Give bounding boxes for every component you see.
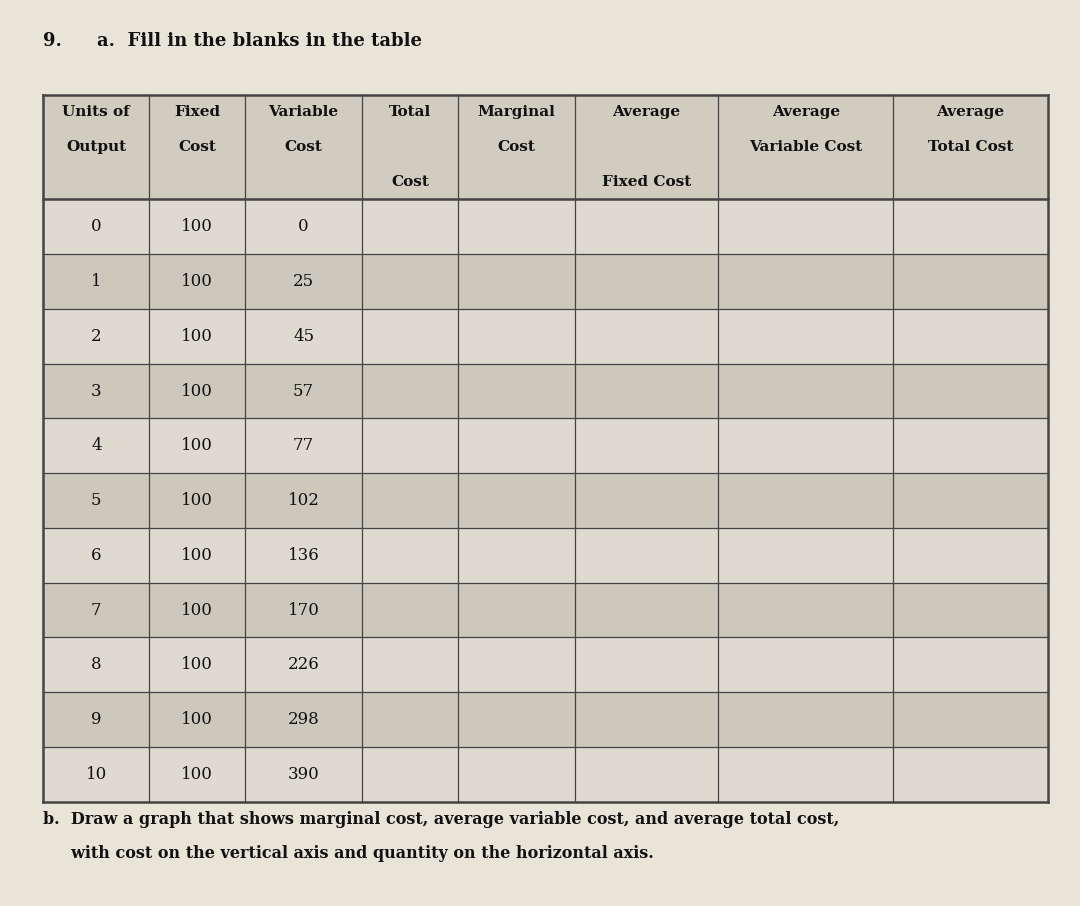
Text: Average: Average xyxy=(772,105,840,120)
Text: 77: 77 xyxy=(293,438,314,454)
Bar xyxy=(43,528,1048,583)
Text: 0: 0 xyxy=(298,218,309,236)
Text: 226: 226 xyxy=(287,656,320,673)
Text: 100: 100 xyxy=(181,218,213,236)
Bar xyxy=(43,473,1048,528)
Text: 390: 390 xyxy=(287,766,320,783)
Text: b.  Draw a graph that shows marginal cost, average variable cost, and average to: b. Draw a graph that shows marginal cost… xyxy=(43,811,839,828)
Text: 5: 5 xyxy=(91,492,102,509)
Text: 9: 9 xyxy=(91,711,102,728)
Text: 136: 136 xyxy=(287,547,320,564)
Bar xyxy=(43,419,1048,473)
Text: 8: 8 xyxy=(91,656,102,673)
Text: Total: Total xyxy=(389,105,431,120)
Text: 100: 100 xyxy=(181,382,213,400)
Text: Variable Cost: Variable Cost xyxy=(750,140,863,154)
Bar xyxy=(43,583,1048,638)
Bar xyxy=(43,309,1048,363)
Bar xyxy=(43,199,1048,254)
Text: Cost: Cost xyxy=(285,140,323,154)
Bar xyxy=(43,95,1048,199)
Bar xyxy=(43,363,1048,419)
Text: with cost on the vertical axis and quantity on the horizontal axis.: with cost on the vertical axis and quant… xyxy=(43,845,654,863)
Text: Average: Average xyxy=(936,105,1004,120)
Bar xyxy=(43,254,1048,309)
Text: Total Cost: Total Cost xyxy=(928,140,1013,154)
Text: 9.: 9. xyxy=(43,32,62,50)
Text: Variable: Variable xyxy=(269,105,339,120)
Text: 100: 100 xyxy=(181,438,213,454)
Text: 3: 3 xyxy=(91,382,102,400)
Text: 100: 100 xyxy=(181,656,213,673)
Text: Output: Output xyxy=(66,140,126,154)
Text: 45: 45 xyxy=(293,328,314,345)
Text: 6: 6 xyxy=(91,547,102,564)
Text: Cost: Cost xyxy=(497,140,535,154)
Text: 1: 1 xyxy=(91,273,102,290)
Text: Cost: Cost xyxy=(391,175,429,189)
Text: 0: 0 xyxy=(91,218,102,236)
Text: 7: 7 xyxy=(91,602,102,619)
Text: 100: 100 xyxy=(181,766,213,783)
Text: Units of: Units of xyxy=(63,105,131,120)
Text: a.  Fill in the blanks in the table: a. Fill in the blanks in the table xyxy=(97,32,422,50)
Text: 57: 57 xyxy=(293,382,314,400)
Text: Average: Average xyxy=(612,105,680,120)
Text: 102: 102 xyxy=(287,492,320,509)
Text: 100: 100 xyxy=(181,547,213,564)
Text: Cost: Cost xyxy=(178,140,216,154)
Bar xyxy=(43,692,1048,747)
Text: 2: 2 xyxy=(91,328,102,345)
Text: Fixed Cost: Fixed Cost xyxy=(602,175,691,189)
Text: 170: 170 xyxy=(287,602,320,619)
Bar xyxy=(43,747,1048,802)
Text: 298: 298 xyxy=(287,711,320,728)
Bar xyxy=(43,638,1048,692)
Text: 4: 4 xyxy=(91,438,102,454)
Text: 100: 100 xyxy=(181,492,213,509)
Text: 100: 100 xyxy=(181,602,213,619)
Text: 100: 100 xyxy=(181,711,213,728)
Text: Marginal: Marginal xyxy=(477,105,555,120)
Text: 10: 10 xyxy=(85,766,107,783)
Text: 100: 100 xyxy=(181,273,213,290)
Text: 25: 25 xyxy=(293,273,314,290)
Text: 100: 100 xyxy=(181,328,213,345)
Text: Fixed: Fixed xyxy=(174,105,220,120)
